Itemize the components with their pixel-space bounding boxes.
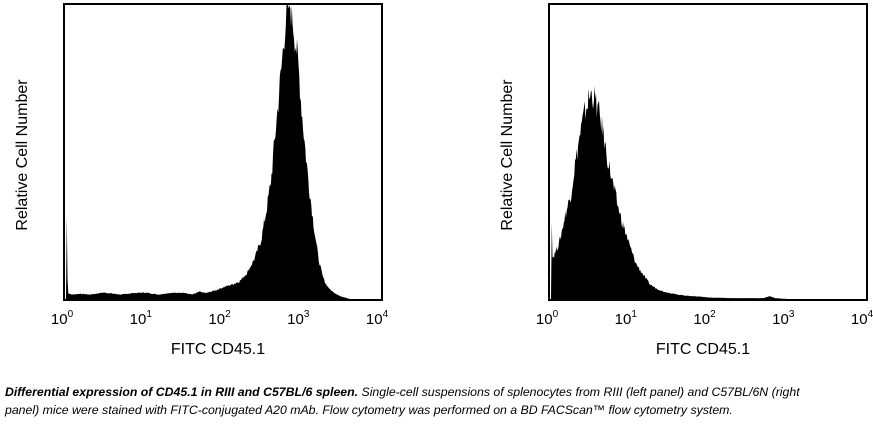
figure-caption: Differential expression of CD45.1 in RII… [5, 383, 805, 419]
x-tick-label: 100 [51, 309, 74, 328]
x-axis-label: FITC CD45.1 [171, 341, 265, 358]
x-tick-label: 104 [366, 309, 389, 328]
histogram-left-panel: Relative Cell Number 100 101 102 103 104 FIT… [0, 0, 400, 370]
plot-frame [63, 3, 383, 301]
x-tick-labels: 100 101 102 103 104 [536, 309, 873, 328]
x-tick-label: 102 [693, 309, 716, 328]
caption-title: Differential expression of CD45.1 in RII… [5, 385, 359, 399]
histogram-right-panel: Relative Cell Number 100 101 102 103 104 FIT… [485, 0, 873, 370]
x-tick-label: 104 [851, 309, 873, 328]
x-axis-label: FITC CD45.1 [656, 341, 750, 358]
histogram-area [551, 86, 866, 299]
y-axis-label: Relative Cell Number [499, 79, 516, 231]
x-tick-label: 103 [772, 309, 795, 328]
x-tick-label: 102 [208, 309, 231, 328]
x-tick-label: 103 [287, 309, 310, 328]
histogram-left-svg: Relative Cell Number 100 101 102 103 104 FIT… [14, 3, 389, 358]
x-tick-label: 100 [536, 309, 559, 328]
y-axis-label: Relative Cell Number [14, 79, 31, 231]
histogram-area [66, 5, 381, 299]
x-tick-label: 101 [130, 309, 153, 328]
x-tick-label: 101 [615, 309, 638, 328]
x-tick-labels: 100 101 102 103 104 [51, 309, 389, 328]
caption-body: Single-cell suspensions of splenocytes f… [5, 385, 800, 417]
plot-frame [548, 3, 868, 301]
histogram-right-svg: Relative Cell Number 100 101 102 103 104 FIT… [499, 3, 873, 358]
